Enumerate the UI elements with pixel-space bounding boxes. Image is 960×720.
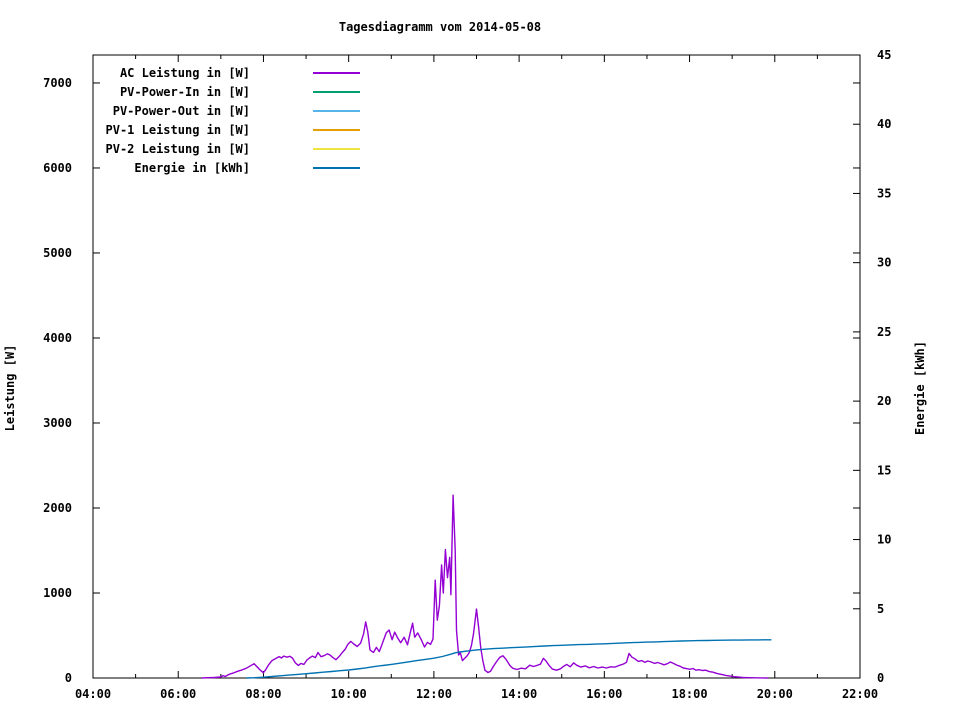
legend-item: AC Leistung in [W] [120,66,360,80]
legend-label: PV-2 Leistung in [W] [106,142,251,156]
x-tick-label: 10:00 [331,687,367,701]
y-left-tick-label: 0 [65,671,72,685]
chart-title: Tagesdiagramm vom 2014-05-08 [339,20,541,34]
legend: AC Leistung in [W] PV-Power-In in [W] PV-P… [106,66,360,175]
y-right-tick-label: 5 [877,602,884,616]
y-left-tick-label: 2000 [43,501,72,515]
x-tick-label: 12:00 [416,687,452,701]
x-tick-label: 14:00 [501,687,537,701]
legend-label: AC Leistung in [W] [120,66,250,80]
series-line-5 [246,639,772,679]
y-right-tick-label: 30 [877,256,891,270]
legend-label: PV-Power-Out in [W] [113,104,250,118]
x-tick-label: 08:00 [245,687,281,701]
x-tick-label: 22:00 [842,687,878,701]
y-left-tick-label: 4000 [43,331,72,345]
legend-item: PV-1 Leistung in [W] [106,123,360,137]
legend-label: PV-1 Leistung in [W] [106,123,251,137]
y-axis-left-label: Leistung [W] [3,345,17,432]
x-tick-label: 16:00 [586,687,622,701]
series-lines [201,494,772,679]
x-tick-label: 04:00 [75,687,111,701]
axis-ticks [92,54,861,679]
legend-label: Energie in [kWh] [134,161,250,175]
y-right-tick-label: 10 [877,533,891,547]
y-right-tick-label: 15 [877,463,891,477]
legend-item: Energie in [kWh] [134,161,360,175]
y-right-tick-label: 25 [877,325,891,339]
y-left-tick-label: 7000 [43,76,72,90]
legend-item: PV-Power-In in [W] [120,85,360,99]
x-tick-label: 18:00 [671,687,707,701]
y-left-tick-label: 3000 [43,416,72,430]
y-right-tick-label: 20 [877,394,891,408]
y-right-tick-label: 0 [877,671,884,685]
y-left-tick-label: 6000 [43,161,72,175]
legend-item: PV-Power-Out in [W] [113,104,360,118]
axis-tick-labels: 04:00 06:00 08:00 10:00 12:00 14:00 16:00 18:00… [43,48,891,701]
legend-item: PV-2 Leistung in [W] [106,142,360,156]
y-axis-right-label: Energie [kWh] [913,341,927,435]
x-tick-label: 20:00 [757,687,793,701]
x-tick-label: 06:00 [160,687,196,701]
y-right-tick-label: 40 [877,117,891,131]
y-right-tick-label: 35 [877,186,891,200]
y-left-tick-label: 5000 [43,246,72,260]
legend-label: PV-Power-In in [W] [120,85,250,99]
y-right-tick-label: 45 [877,48,891,62]
y-left-tick-label: 1000 [43,586,72,600]
series-line-0 [201,494,769,679]
